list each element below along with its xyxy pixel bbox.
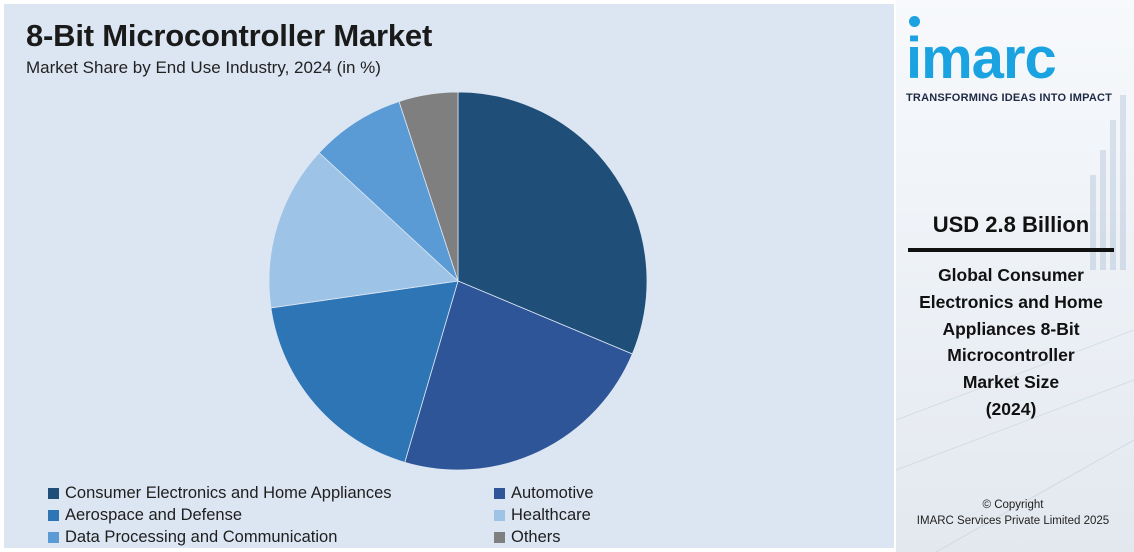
legend-label: Data Processing and Communication	[65, 528, 338, 546]
description-line: Microcontroller	[947, 345, 1075, 366]
legend-item: Data Processing and Communication	[48, 528, 337, 547]
imarc-logo: imarc	[906, 26, 1057, 91]
pie-chart	[268, 91, 648, 471]
legend-label: Automotive	[511, 484, 594, 502]
description-line: Electronics and Home	[919, 291, 1103, 312]
divider	[908, 248, 1114, 252]
description-line: Appliances 8-Bit	[942, 318, 1080, 339]
copyright-line: IMARC Services Private Limited 2025	[916, 515, 1110, 527]
description-line: (2024)	[985, 398, 1037, 419]
legend-swatch	[494, 488, 505, 499]
logo-tagline: TRANSFORMING IDEAS INTO IMPACT	[906, 92, 1113, 104]
legend-label: Others	[511, 528, 561, 546]
legend-item: Consumer Electronics and Home Appliances	[48, 484, 392, 503]
chart-panel: 8-Bit Microcontroller Market Market Shar…	[4, 4, 894, 548]
legend-item: Others	[494, 528, 561, 547]
logo-dot-icon	[909, 16, 920, 27]
legend-label: Healthcare	[511, 506, 591, 524]
chart-subtitle: Market Share by End Use Industry, 2024 (…	[26, 58, 381, 77]
legend-swatch	[494, 532, 505, 543]
description-line: Global Consumer	[938, 265, 1084, 285]
market-size-value: USD 2.8 Billion	[932, 212, 1090, 237]
legend-item: Healthcare	[494, 506, 591, 525]
legend-swatch	[494, 510, 505, 521]
copyright-line: © Copyright	[982, 499, 1044, 511]
chart-title: 8-Bit Microcontroller Market	[26, 18, 433, 53]
legend-item: Automotive	[494, 484, 594, 503]
pie-slice-aerospace-and-defense	[270, 280, 459, 463]
market-size-description: Global Consumer Electronics and Home App…	[902, 262, 1120, 423]
pie-slice-others	[398, 91, 459, 282]
background-chart-decoration	[896, 95, 1134, 552]
pie-slice-data-processing-and-communication	[318, 100, 459, 283]
description-line: Market Size	[962, 372, 1060, 393]
pie-slice-healthcare	[268, 152, 459, 309]
legend-item: Aerospace and Defense	[48, 506, 242, 525]
side-panel: imarc TRANSFORMING IDEAS INTO IMPACT USD…	[896, 0, 1134, 552]
legend-swatch	[48, 532, 59, 543]
legend-label: Aerospace and Defense	[65, 506, 243, 524]
legend-swatch	[48, 510, 59, 521]
copyright: © Copyright IMARC Services Private Limit…	[896, 497, 1130, 529]
legend-label: Consumer Electronics and Home Appliances	[65, 484, 392, 502]
legend-swatch	[48, 488, 59, 499]
pie-slice-automotive	[404, 280, 633, 471]
pie-slice-consumer-electronics-and-home-appliances	[457, 91, 648, 355]
